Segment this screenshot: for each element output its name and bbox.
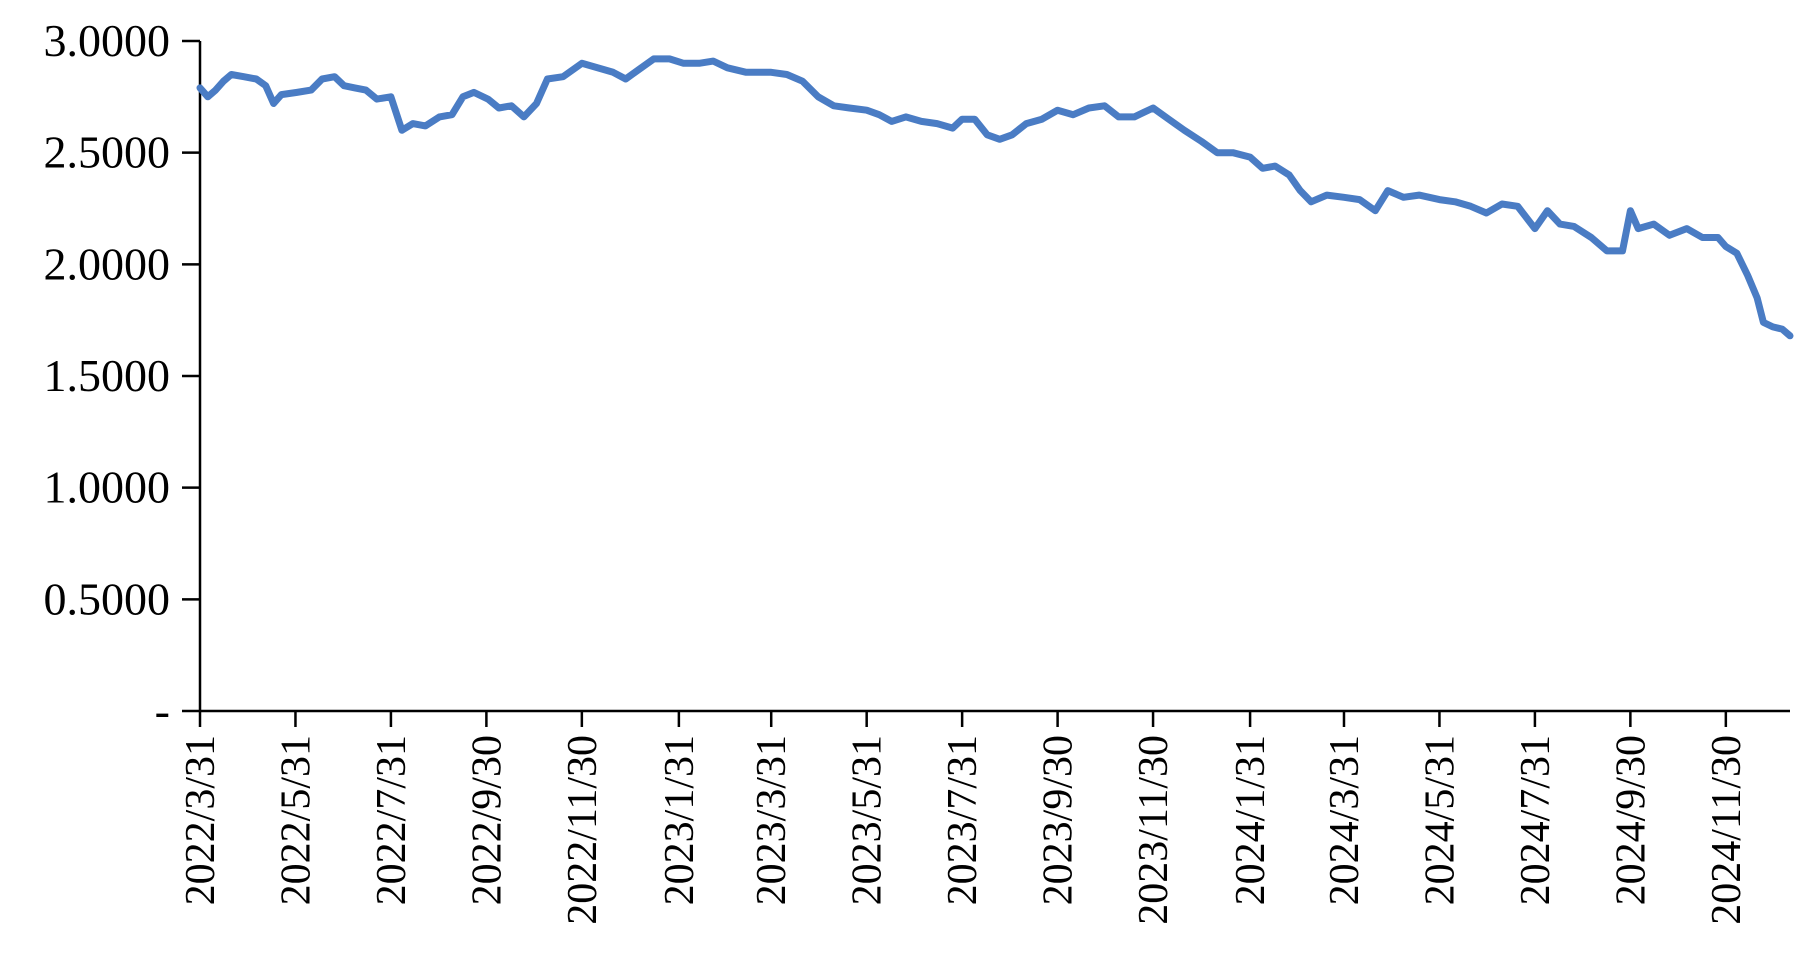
x-tick-label: 2024/9/30 <box>1608 735 1654 905</box>
x-tick-label: 2022/7/31 <box>369 735 415 905</box>
x-tick-label: 2024/7/31 <box>1513 735 1559 905</box>
x-tick-label: 2022/9/30 <box>464 735 510 905</box>
x-tick-label: 2023/11/30 <box>1131 735 1177 925</box>
x-tick-label: 2023/1/31 <box>657 735 703 905</box>
x-tick-label: 2023/9/30 <box>1036 735 1082 905</box>
y-tick-label: 2.0000 <box>44 238 171 289</box>
x-tick-label: 2023/3/31 <box>749 735 795 905</box>
y-axis: - 0.5000 1.0000 1.5000 2.0000 2.5000 3.0000 <box>44 15 202 736</box>
x-tick-label: 2022/5/31 <box>273 735 319 905</box>
y-tick-label: 1.5000 <box>44 350 171 401</box>
y-tick-label: 3.0000 <box>44 15 171 66</box>
x-tick-label: 2023/5/31 <box>845 735 891 905</box>
x-tick-label: 2022/3/31 <box>178 735 224 905</box>
y-tick-label: 0.5000 <box>44 573 171 624</box>
x-tick-label: 2024/1/31 <box>1228 735 1274 905</box>
x-axis: 2022/3/31 2022/5/31 2022/7/31 2022/9/30 2022… <box>178 709 1790 925</box>
x-tick-label: 2022/11/30 <box>560 735 606 925</box>
y-tick-label: - <box>155 685 170 736</box>
x-tick-label: 2024/11/30 <box>1704 735 1750 925</box>
series-layer <box>196 55 1794 340</box>
x-tick-label: 2023/7/31 <box>940 735 986 905</box>
series-line <box>196 55 1794 340</box>
y-tick-label: 1.0000 <box>44 462 171 513</box>
x-tick-label: 2024/5/31 <box>1417 735 1463 905</box>
y-tick-label: 2.5000 <box>44 127 171 178</box>
x-tick-label: 2024/3/31 <box>1322 735 1368 905</box>
